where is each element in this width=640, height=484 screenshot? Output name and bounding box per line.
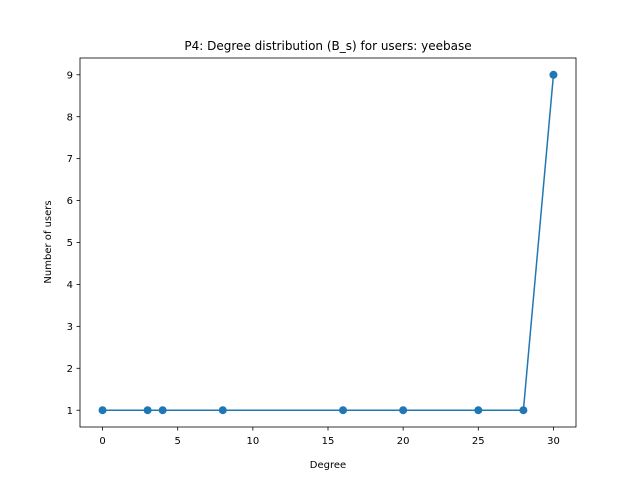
x-axis-label: Degree: [310, 460, 346, 471]
chart-title: P4: Degree distribution (B_s) for users:…: [184, 39, 471, 53]
x-tick-label: 25: [472, 436, 485, 447]
y-tick-label: 8: [67, 112, 73, 123]
data-point: [519, 406, 528, 415]
plot-area: [98, 70, 558, 415]
y-tick-label: 9: [67, 70, 73, 81]
x-tick-label: 15: [322, 436, 335, 447]
y-tick-label: 1: [67, 406, 73, 417]
data-point: [218, 406, 227, 415]
y-tick-label: 4: [67, 280, 73, 291]
y-tick-label: 3: [67, 322, 73, 333]
data-point: [98, 406, 107, 415]
data-point: [339, 406, 348, 415]
data-point: [399, 406, 408, 415]
y-axis: 1 2 3 4 5 6 7 8 9: [67, 70, 80, 417]
x-tick-label: 10: [246, 436, 259, 447]
x-tick-label: 0: [99, 436, 105, 447]
x-tick-label: 5: [175, 436, 181, 447]
y-tick-label: 5: [67, 238, 73, 249]
y-tick-label: 2: [67, 364, 73, 375]
x-tick-label: 30: [547, 436, 560, 447]
y-tick-label: 6: [67, 196, 73, 207]
data-point: [158, 406, 167, 415]
x-tick-label: 20: [397, 436, 410, 447]
data-point: [474, 406, 483, 415]
data-point: [143, 406, 152, 415]
y-tick-label: 7: [67, 154, 73, 165]
y-axis-label: Number of users: [43, 200, 54, 283]
data-point: [549, 70, 558, 79]
x-axis: 0 5 10 15 20 25 30: [99, 427, 560, 447]
